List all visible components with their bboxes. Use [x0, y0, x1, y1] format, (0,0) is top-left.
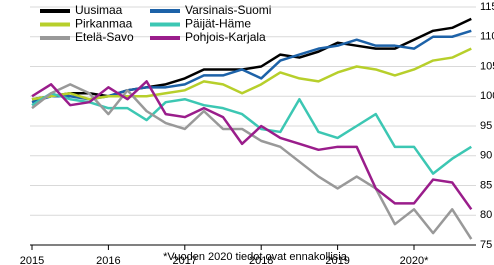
y-tick-label: 105	[480, 60, 494, 72]
series-line	[31, 83, 473, 240]
legend-label: Varsinais-Suomi	[185, 3, 271, 17]
y-tick-label: 80	[480, 209, 492, 221]
series-line	[31, 47, 472, 101]
y-tick-label: 95	[480, 120, 492, 132]
x-tick-label: 2015	[20, 255, 44, 265]
legend-label: Pohjois-Karjala	[185, 30, 266, 44]
y-tick-label: 115	[480, 1, 494, 13]
legend-label: Etelä-Savo	[75, 30, 134, 44]
footnote: *Vuoden 2020 tiedot ovat ennakollisia	[163, 251, 348, 263]
x-tick-label: 2019	[325, 255, 349, 265]
x-tick-label: 2016	[96, 255, 120, 265]
legend-label: Päijät-Häme	[185, 17, 251, 31]
y-tick-label: 85	[480, 179, 492, 191]
legend-label: Uusimaa	[75, 3, 123, 17]
x-tick-label: 2018	[249, 255, 273, 265]
series-line	[31, 80, 473, 211]
x-tick-label: 2020*	[400, 255, 429, 265]
y-tick-label: 100	[480, 90, 494, 102]
x-tick-label: 2017	[173, 255, 197, 265]
legend-label: Pirkanmaa	[75, 17, 133, 31]
y-tick-label: 90	[480, 150, 492, 162]
series-line	[31, 92, 472, 175]
y-tick-label: 75	[480, 239, 492, 251]
y-tick-label: 110	[480, 31, 494, 43]
